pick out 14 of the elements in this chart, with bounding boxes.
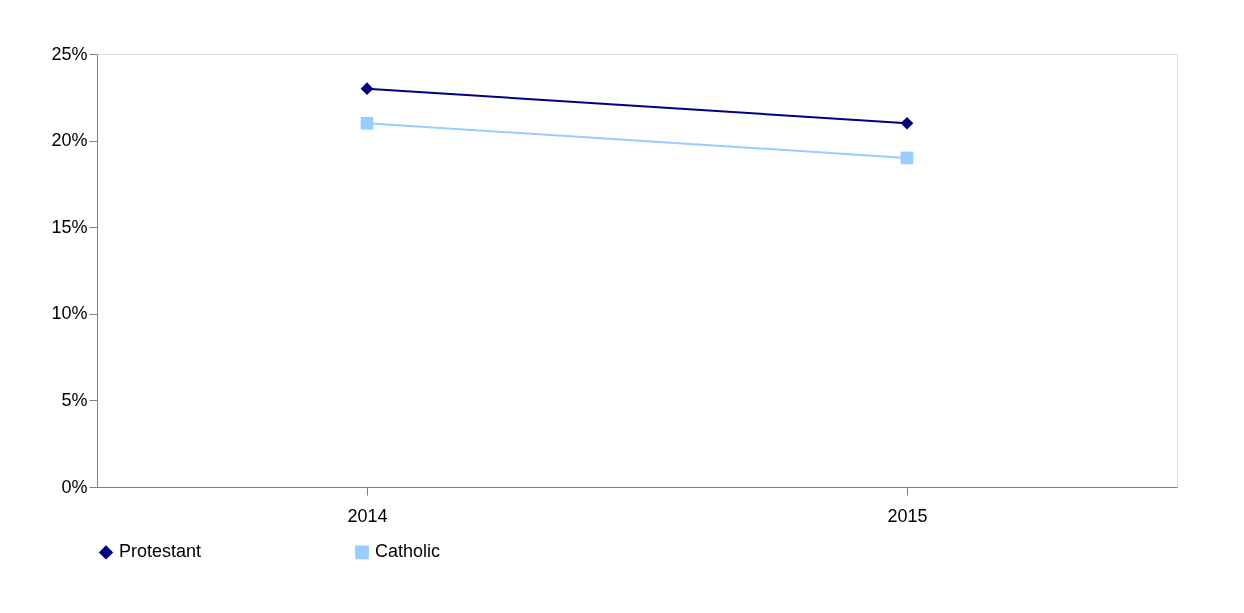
y-tick-label: 25% — [51, 43, 88, 64]
y-tick-label: 15% — [51, 216, 88, 237]
y-tick-label: 5% — [61, 389, 88, 410]
x-tick-label: 2015 — [887, 505, 928, 526]
legend-label: Protestant — [119, 541, 202, 562]
y-tick-label: 0% — [61, 476, 88, 497]
y-tick-label: 20% — [51, 130, 88, 151]
point — [900, 116, 914, 130]
point — [900, 151, 914, 165]
legend-label: Catholic — [375, 541, 441, 562]
y-tick-label: 10% — [51, 303, 88, 324]
x-tick-label: 2014 — [347, 505, 388, 526]
point — [360, 82, 374, 95]
point — [360, 116, 374, 130]
